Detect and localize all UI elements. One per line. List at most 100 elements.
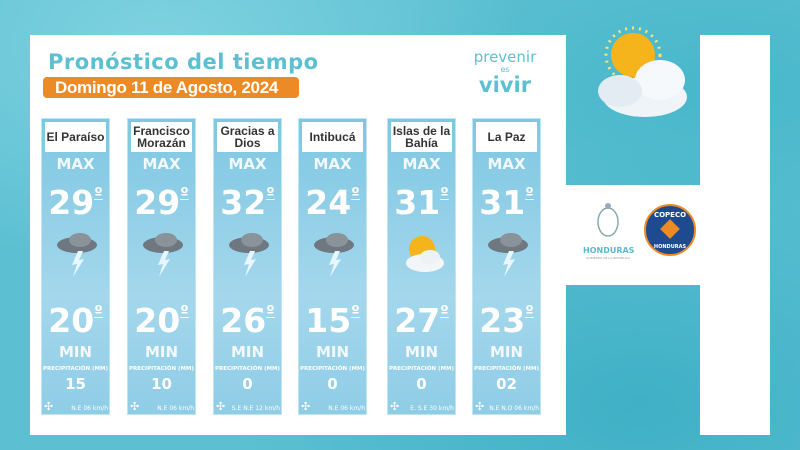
wind-row: ✣ S.E N.E 12 km/h — [216, 397, 280, 413]
min-temp: 27º — [388, 301, 455, 341]
thunderstorm-icon — [140, 229, 186, 279]
wind-icon: ✣ — [130, 400, 140, 413]
min-temp: 20º — [128, 301, 195, 341]
min-temp: 20º — [42, 301, 109, 341]
max-temp-value: 31 — [394, 183, 441, 222]
precip-label: PRECIPITACIÓN (MM) — [42, 366, 108, 372]
max-temp-value: 29 — [48, 183, 95, 222]
max-label: MAX — [228, 155, 267, 173]
precip-label: PRECIPITACIÓN (MM) — [299, 366, 365, 372]
wind-icon: ✣ — [44, 400, 54, 413]
max-temp-value: 31 — [479, 183, 526, 222]
copeco-diamond-icon — [660, 219, 680, 239]
max-temp: 31º — [473, 183, 540, 223]
max-temp: 29º — [42, 183, 109, 223]
degree-symbol: º — [351, 302, 360, 320]
region-name: Islas de la Bahía — [391, 122, 452, 152]
copeco-text: COPECO — [653, 211, 687, 219]
max-temp: 29º — [128, 183, 195, 223]
degree-symbol: º — [94, 302, 103, 320]
precip-label: PRECIPITACIÓN (MM) — [388, 366, 454, 372]
max-label: MAX — [402, 155, 441, 173]
min-temp-value: 20 — [134, 301, 181, 340]
max-temp: 24º — [299, 183, 366, 223]
min-temp-value: 15 — [305, 301, 352, 340]
logo-line3: vivir — [478, 73, 532, 98]
wind-row: ✣ N.E 06 km/h — [44, 397, 108, 413]
wind-icon: ✣ — [216, 400, 226, 413]
precip-value: 0 — [327, 375, 338, 393]
region-name: El Paraíso — [45, 122, 106, 152]
h-shape-bar — [700, 35, 770, 435]
sun-cloud-icon — [598, 26, 687, 117]
max-label: MAX — [487, 155, 526, 173]
region-name: La Paz — [476, 122, 537, 152]
region-name: Gracias a Dios — [217, 122, 278, 152]
min-temp: 26º — [214, 301, 281, 341]
region-column: Intibucá MAX 24º 15º MIN PRECIPITACIÓN (… — [298, 118, 367, 415]
logo-line2: es — [500, 64, 510, 74]
min-label: MIN — [58, 343, 93, 361]
wind-text: N.E 06 km/h — [71, 405, 108, 412]
precip-value: 0 — [416, 375, 427, 393]
max-temp: 31º — [388, 183, 455, 223]
precip-value: 15 — [65, 375, 86, 393]
wind-icon: ✣ — [301, 400, 311, 413]
min-temp-value: 26 — [220, 301, 267, 340]
min-temp-value: 23 — [479, 301, 526, 340]
degree-symbol: º — [266, 184, 275, 202]
max-label: MAX — [56, 155, 95, 173]
degree-symbol: º — [180, 302, 189, 320]
prevenir-logo: prevenir es vivir — [462, 49, 548, 98]
min-temp-value: 20 — [48, 301, 95, 340]
min-label: MIN — [144, 343, 179, 361]
honduras-text: HONDURAS — [583, 246, 635, 255]
degree-symbol: º — [440, 302, 449, 320]
min-temp: 15º — [299, 301, 366, 341]
region-name: Intibucá — [302, 122, 363, 152]
copeco-logo: COPECO HONDURAS — [644, 204, 696, 256]
degree-symbol: º — [351, 184, 360, 202]
region-column: El Paraíso MAX 29º 20º MIN PRECIPITACIÓN… — [41, 118, 110, 415]
wind-text: N.E 06 km/h — [157, 405, 194, 412]
max-label: MAX — [313, 155, 352, 173]
page-title: Pronóstico del tiempo — [48, 50, 319, 74]
degree-symbol: º — [94, 184, 103, 202]
min-temp-value: 27 — [394, 301, 441, 340]
precip-value: 10 — [151, 375, 172, 393]
degree-symbol: º — [266, 302, 275, 320]
max-temp-value: 29 — [134, 183, 181, 222]
wind-text: N.E N.O 06 km/h — [489, 405, 539, 412]
copeco-subtext: HONDURAS — [653, 244, 687, 250]
region-name: Francisco Morazán — [131, 122, 192, 152]
wind-row: ✣ N.E 06 km/h — [301, 397, 365, 413]
region-column: La Paz MAX 31º 23º MIN PRECIPITACIÓN (MM… — [472, 118, 541, 415]
precip-value: 0 — [242, 375, 253, 393]
min-label: MIN — [404, 343, 439, 361]
min-label: MIN — [489, 343, 524, 361]
honduras-logo: HONDURAS GOBIERNO DE LA REPÚBLICA — [583, 200, 635, 265]
wind-row: ✣ E. S.E 30 km/h — [390, 397, 454, 413]
coat-of-arms-icon — [597, 203, 619, 237]
precip-label: PRECIPITACIÓN (MM) — [214, 366, 280, 372]
region-column: Francisco Morazán MAX 29º 20º MIN PRECIP… — [127, 118, 196, 415]
thunderstorm-icon — [226, 229, 272, 279]
precip-value: 02 — [496, 375, 517, 393]
wind-icon: ✣ — [390, 400, 400, 413]
partly-sunny-icon — [400, 229, 446, 279]
degree-symbol: º — [525, 302, 534, 320]
wind-row: ✣ N.E N.O 06 km/h — [475, 397, 539, 413]
max-temp-value: 24 — [305, 183, 352, 222]
min-temp: 23º — [473, 301, 540, 341]
wind-text: N.E 06 km/h — [328, 405, 365, 412]
max-label: MAX — [142, 155, 181, 173]
region-column: Islas de la Bahía MAX 31º 27º MIN PRECIP… — [387, 118, 456, 415]
min-label: MIN — [315, 343, 350, 361]
thunderstorm-icon — [311, 229, 357, 279]
wind-text: S.E N.E 12 km/h — [231, 405, 280, 412]
honduras-subtext: GOBIERNO DE LA REPÚBLICA — [586, 256, 630, 260]
precip-label: PRECIPITACIÓN (MM) — [128, 366, 194, 372]
precip-label: PRECIPITACIÓN (MM) — [473, 366, 539, 372]
min-label: MIN — [230, 343, 265, 361]
max-temp-value: 32 — [220, 183, 267, 222]
